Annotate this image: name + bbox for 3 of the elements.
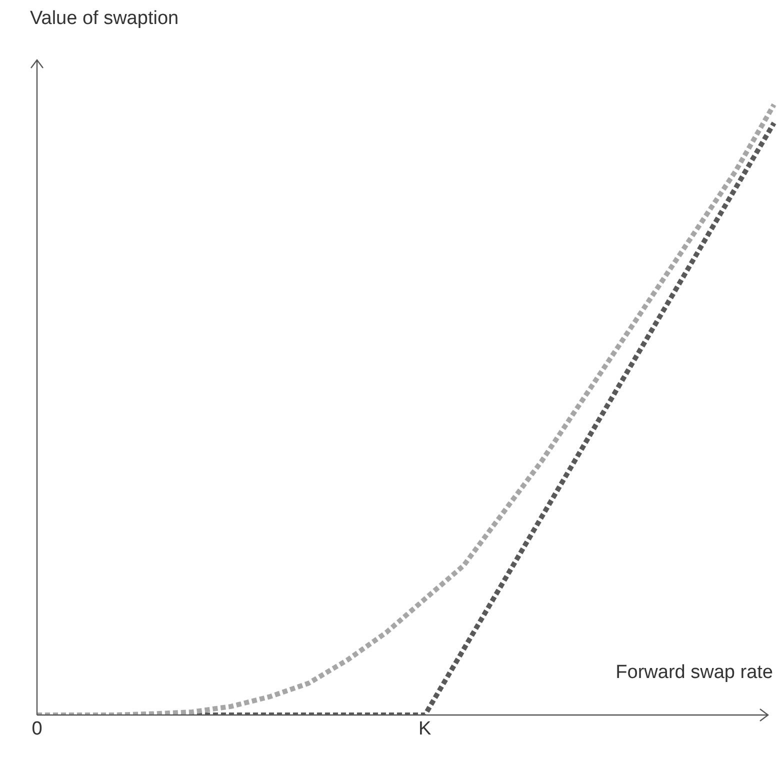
x-tick-label: K [418,718,432,740]
x-tick-label: 0 [32,718,42,740]
y-axis-title: Value of swaption [30,8,179,30]
